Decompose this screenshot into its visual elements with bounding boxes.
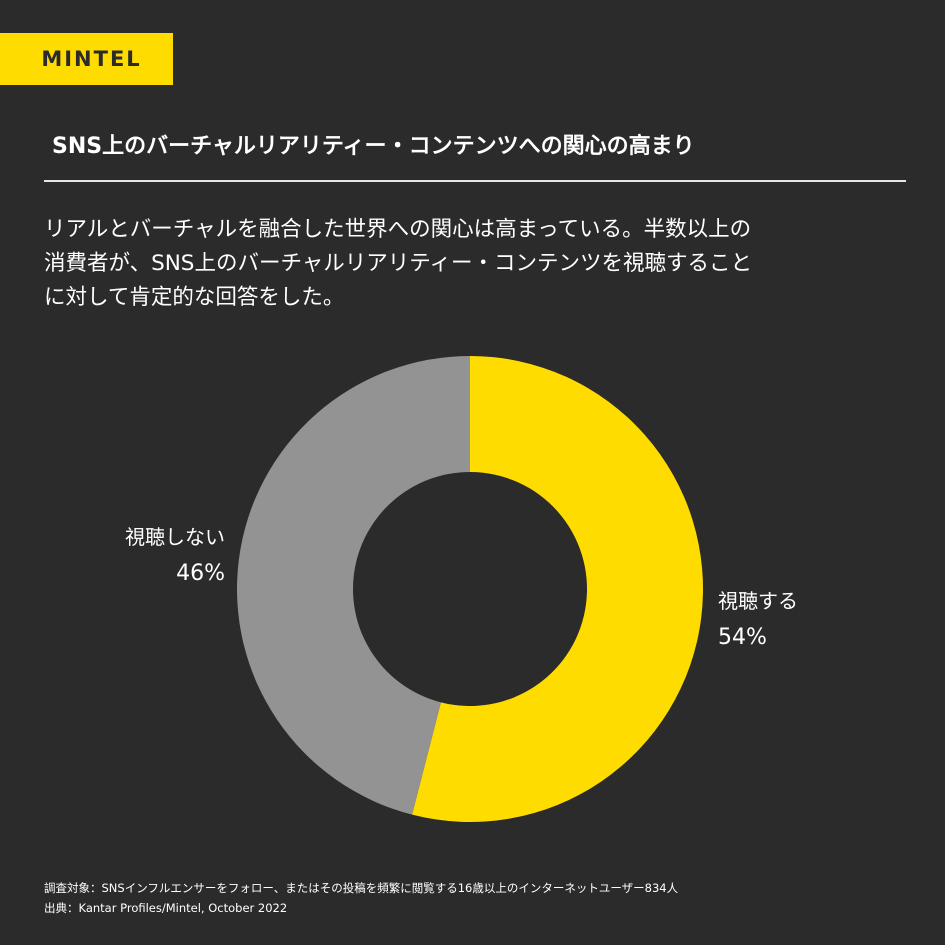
slice-value-0: 54% (718, 625, 767, 650)
logo-text: MINTEL (41, 47, 142, 71)
lead-line-3: に対して肯定的な回答をした。 (44, 285, 345, 310)
title-divider (44, 180, 906, 182)
source-note: 出典：Kantar Profiles/Mintel, October 2022 (44, 901, 288, 915)
slice-value-1: 46% (176, 561, 225, 586)
lead-paragraph: リアルとバーチャルを融合した世界への関心は高まっている。半数以上の 消費者が、S… (44, 213, 906, 315)
slice-label-1: 視聴しない (125, 525, 225, 549)
mintel-logo: MINTEL (0, 33, 173, 85)
slice-label-0: 視聴する (718, 589, 798, 613)
donut-chart: 視聴する 54% 視聴しない 46% (125, 356, 798, 822)
donut-slice-watch (412, 356, 703, 822)
survey-note: 調査対象：SNSインフルエンサーをフォロー、またはその投稿を頻繁に閲覧する16歳… (44, 881, 679, 895)
lead-line-1: リアルとバーチャルを融合した世界への関心は高まっている。半数以上の (44, 217, 752, 242)
lead-line-2: 消費者が、SNS上のバーチャルリアリティー・コンテンツを視聴すること (44, 251, 752, 276)
footnotes: 調査対象：SNSインフルエンサーをフォロー、またはその投稿を頻繁に閲覧する16歳… (44, 878, 924, 918)
page-title: SNS上のバーチャルリアリティー・コンテンツへの関心の高まり (52, 134, 695, 159)
donut-slice-not-watch (236, 356, 470, 815)
